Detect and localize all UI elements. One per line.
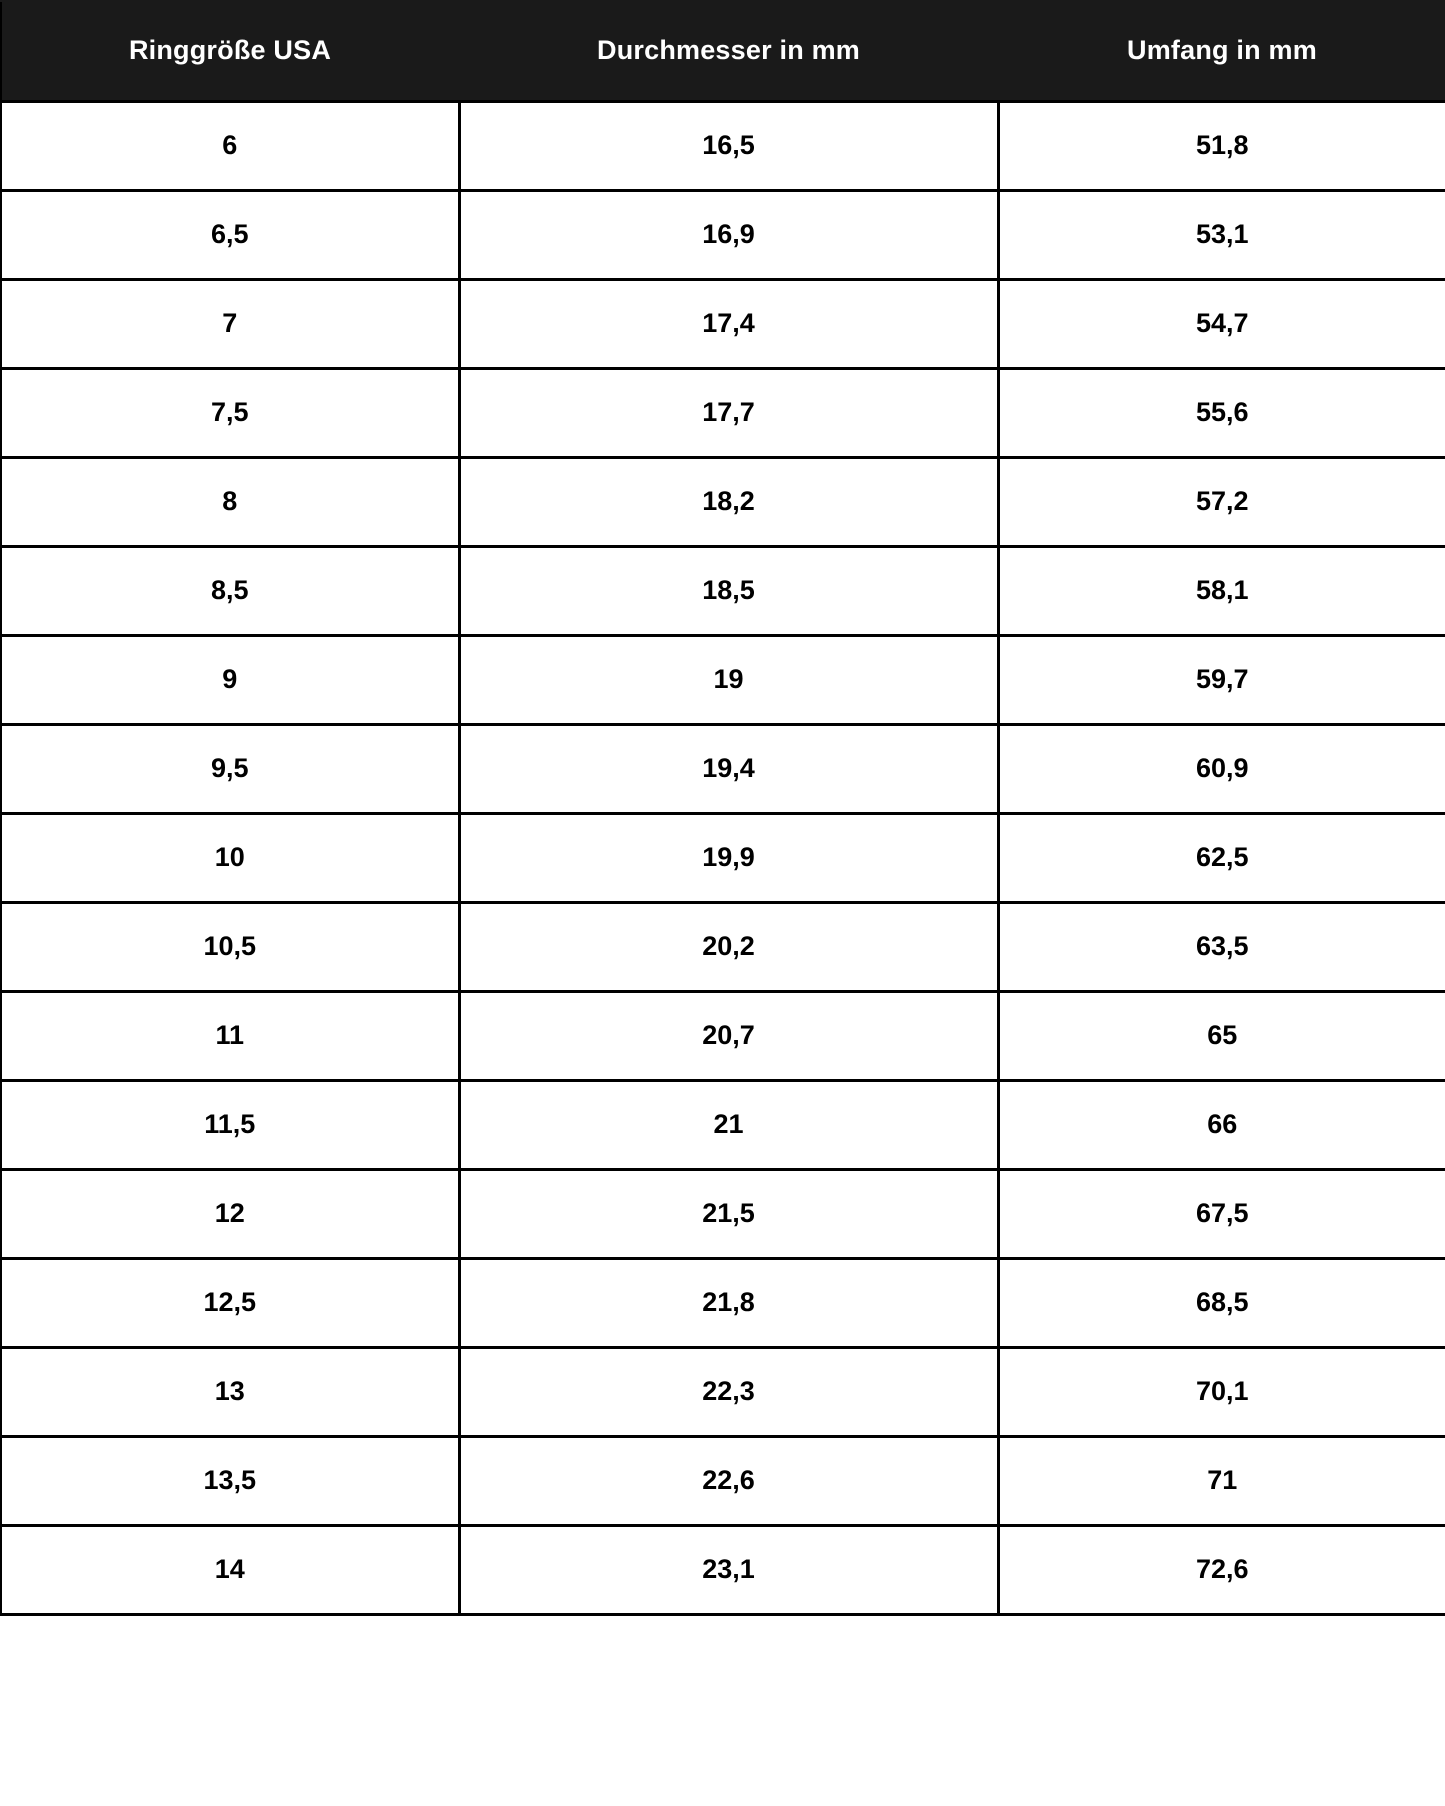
cell-size: 12,5 (0, 1256, 461, 1349)
table-row: 12 21,5 67,5 (0, 1167, 1445, 1260)
table-row: 6,5 16,9 53,1 (0, 188, 1445, 281)
table-row: 10,5 20,2 63,5 (0, 900, 1445, 993)
cell-circumference: 59,7 (996, 633, 1445, 726)
cell-circumference: 67,5 (996, 1167, 1445, 1260)
table-header-row: Ringgröße USA Durchmesser in mm Umfang i… (0, 0, 1445, 103)
table-row: 7 17,4 54,7 (0, 277, 1445, 370)
table-row: 14 23,1 72,6 (0, 1523, 1445, 1616)
cell-circumference: 68,5 (996, 1256, 1445, 1349)
cell-size: 11,5 (0, 1078, 461, 1171)
cell-size: 9 (0, 633, 461, 726)
cell-circumference: 66 (996, 1078, 1445, 1171)
cell-circumference: 57,2 (996, 455, 1445, 548)
cell-size: 10,5 (0, 900, 461, 993)
cell-circumference: 65 (996, 989, 1445, 1082)
table-row: 9 19 59,7 (0, 633, 1445, 726)
table-row: 10 19,9 62,5 (0, 811, 1445, 904)
table-row: 8 18,2 57,2 (0, 455, 1445, 548)
table-row: 9,5 19,4 60,9 (0, 722, 1445, 815)
cell-circumference: 72,6 (996, 1523, 1445, 1616)
column-header-circumference: Umfang in mm (997, 0, 1445, 103)
cell-size: 6 (0, 101, 461, 192)
table-row: 13 22,3 70,1 (0, 1345, 1445, 1438)
cell-diameter: 18,2 (457, 455, 1000, 548)
cell-size: 13 (0, 1345, 461, 1438)
cell-circumference: 62,5 (996, 811, 1445, 904)
cell-diameter: 16,5 (457, 101, 1000, 192)
cell-circumference: 63,5 (996, 900, 1445, 993)
cell-circumference: 70,1 (996, 1345, 1445, 1438)
cell-diameter: 19 (457, 633, 1000, 726)
cell-circumference: 55,6 (996, 366, 1445, 459)
table-row: 6 16,5 51,8 (0, 101, 1445, 192)
table-row: 11 20,7 65 (0, 989, 1445, 1082)
cell-diameter: 20,2 (457, 900, 1000, 993)
cell-diameter: 21,8 (457, 1256, 1000, 1349)
cell-diameter: 17,7 (457, 366, 1000, 459)
cell-size: 12 (0, 1167, 461, 1260)
cell-circumference: 58,1 (996, 544, 1445, 637)
table-header: Ringgröße USA Durchmesser in mm Umfang i… (0, 0, 1445, 103)
cell-circumference: 60,9 (996, 722, 1445, 815)
cell-size: 13,5 (0, 1434, 461, 1527)
table-row: 11,5 21 66 (0, 1078, 1445, 1171)
cell-diameter: 16,9 (457, 188, 1000, 281)
cell-size: 6,5 (0, 188, 461, 281)
cell-diameter: 23,1 (457, 1523, 1000, 1616)
ring-size-table: Ringgröße USA Durchmesser in mm Umfang i… (0, 0, 1445, 1616)
cell-size: 8,5 (0, 544, 461, 637)
cell-size: 7,5 (0, 366, 461, 459)
cell-circumference: 71 (996, 1434, 1445, 1527)
cell-diameter: 20,7 (457, 989, 1000, 1082)
cell-diameter: 19,9 (457, 811, 1000, 904)
cell-diameter: 17,4 (457, 277, 1000, 370)
cell-size: 11 (0, 989, 461, 1082)
table-body: 6 16,5 51,8 6,5 16,9 53,1 7 17,4 54,7 7,5 17,7 55,6… (0, 101, 1445, 1616)
table-row: 12,5 21,8 68,5 (0, 1256, 1445, 1349)
table-row: 13,5 22,6 71 (0, 1434, 1445, 1527)
cell-circumference: 51,8 (996, 101, 1445, 192)
cell-diameter: 19,4 (457, 722, 1000, 815)
column-header-ring-size: Ringgröße USA (0, 0, 460, 103)
cell-diameter: 22,3 (457, 1345, 1000, 1438)
cell-circumference: 53,1 (996, 188, 1445, 281)
cell-diameter: 21,5 (457, 1167, 1000, 1260)
cell-circumference: 54,7 (996, 277, 1445, 370)
cell-size: 8 (0, 455, 461, 548)
cell-size: 14 (0, 1523, 461, 1616)
table-row: 7,5 17,7 55,6 (0, 366, 1445, 459)
cell-diameter: 21 (457, 1078, 1000, 1171)
table-row: 8,5 18,5 58,1 (0, 544, 1445, 637)
column-header-diameter: Durchmesser in mm (458, 0, 999, 103)
cell-size: 9,5 (0, 722, 461, 815)
cell-diameter: 18,5 (457, 544, 1000, 637)
cell-diameter: 22,6 (457, 1434, 1000, 1527)
cell-size: 7 (0, 277, 461, 370)
cell-size: 10 (0, 811, 461, 904)
